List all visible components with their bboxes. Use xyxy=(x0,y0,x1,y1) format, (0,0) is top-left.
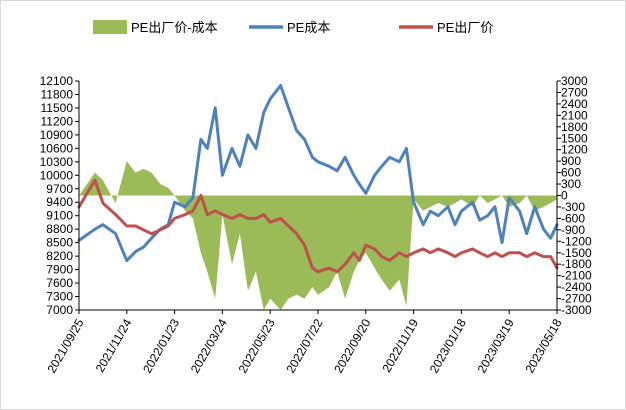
legend-item: PE出厂价-成本 xyxy=(93,20,218,35)
x-tick-label: 2023/01/18 xyxy=(427,316,469,375)
right-tick-label: -900 xyxy=(561,223,585,237)
x-tick-label: 2022/09/20 xyxy=(331,316,373,375)
right-tick-label: 3000 xyxy=(561,74,588,88)
right-tick-label: 1800 xyxy=(561,120,588,134)
left-tick-label: 9400 xyxy=(46,195,73,209)
right-tick-label: 2700 xyxy=(561,85,588,99)
spread-area xyxy=(79,161,557,310)
legend: PE出厂价-成本 PE成本 PE出厂价 xyxy=(93,20,493,35)
spread-area-layer xyxy=(79,161,557,310)
legend-label: PE出厂价-成本 xyxy=(131,20,218,35)
right-tick-label: -3000 xyxy=(561,303,592,317)
left-tick-label: 10900 xyxy=(40,128,74,142)
legend-label: PE成本 xyxy=(287,20,330,35)
right-tick-label: -1800 xyxy=(561,257,592,271)
left-tick-label: 7600 xyxy=(46,276,73,290)
left-tick-label: 8800 xyxy=(46,222,73,236)
x-tick-label: 2022/07/22 xyxy=(283,316,325,375)
left-tick-label: 11200 xyxy=(41,114,74,128)
left-tick-label: 10000 xyxy=(40,168,74,182)
x-tick-label: 2021/09/25 xyxy=(44,316,86,375)
right-tick-label: 2100 xyxy=(561,108,588,122)
x-tick-label: 2021/11/24 xyxy=(93,316,135,375)
left-tick-label: 9700 xyxy=(46,182,73,196)
legend-swatch xyxy=(93,20,127,34)
left-tick-label: 7300 xyxy=(46,290,73,304)
right-tick-label: -300 xyxy=(561,200,585,214)
legend-item: PE出厂价 xyxy=(399,20,493,35)
right-tick-label: -600 xyxy=(561,211,585,225)
right-tick-label: -2100 xyxy=(561,269,592,283)
x-tick-label: 2022/01/23 xyxy=(140,316,182,375)
left-tick-label: 11500 xyxy=(41,101,74,115)
left-tick-label: 10300 xyxy=(40,155,74,169)
x-tick-label: 2022/11/19 xyxy=(379,316,421,375)
right-tick-label: -2700 xyxy=(561,292,592,306)
left-tick-label: 9100 xyxy=(46,209,73,223)
right-tick-label: 1500 xyxy=(561,131,588,145)
left-tick-label: 7000 xyxy=(46,303,73,317)
right-tick-label: -1200 xyxy=(561,234,592,248)
right-tick-label: -1500 xyxy=(561,246,592,260)
left-tick-label: 10600 xyxy=(40,141,74,155)
right-tick-label: 2400 xyxy=(561,97,588,111)
left-tick-label: 7900 xyxy=(46,263,73,277)
left-tick-label: 11800 xyxy=(41,87,74,101)
right-tick-label: 0 xyxy=(561,189,568,203)
right-tick-label: -2400 xyxy=(561,280,592,294)
right-tick-label: 600 xyxy=(561,166,581,180)
price-line xyxy=(77,178,559,274)
cost-line xyxy=(77,84,559,263)
right-tick-label: 1200 xyxy=(561,143,588,157)
x-tick-label: 2022/03/24 xyxy=(188,316,230,375)
left-tick-label: 8500 xyxy=(46,236,73,250)
legend-label: PE出厂价 xyxy=(437,20,493,35)
left-tick-label: 12100 xyxy=(40,74,74,88)
x-tick-label: 2023/03/19 xyxy=(475,316,517,375)
right-tick-label: 300 xyxy=(561,177,581,191)
right-tick-label: 900 xyxy=(561,154,581,168)
lines-layer xyxy=(77,84,559,274)
x-tick-label: 2023/05/18 xyxy=(522,316,564,375)
x-tick-label: 2022/05/23 xyxy=(236,316,278,375)
left-tick-label: 8200 xyxy=(46,249,73,263)
legend-item: PE成本 xyxy=(249,20,330,35)
